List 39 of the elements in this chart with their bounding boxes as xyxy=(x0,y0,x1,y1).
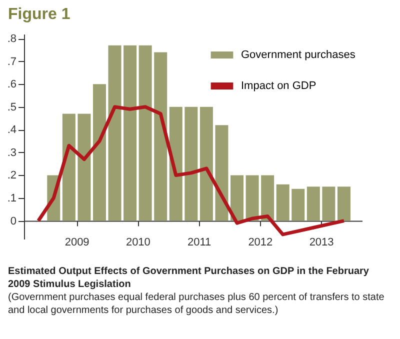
y-tick-label: .4 xyxy=(7,124,16,136)
y-tick-label: .5 xyxy=(7,101,16,114)
bar xyxy=(215,125,228,221)
bar xyxy=(261,175,274,221)
bar xyxy=(108,45,122,221)
x-tick-label: 2013 xyxy=(309,236,334,248)
x-tick-label: 2011 xyxy=(187,236,212,248)
line-series xyxy=(36,105,346,236)
y-tick-label: .1 xyxy=(7,192,16,204)
x-tick-label: 2010 xyxy=(126,236,150,248)
y-tick-label: .2 xyxy=(7,170,16,182)
text: (Government purchases equal federal purchases plus 60 percent of transfers to state and local governments for purchases of goods and services.) xyxy=(8,291,386,317)
bar xyxy=(154,52,168,221)
bar xyxy=(306,186,320,221)
bar xyxy=(78,114,91,221)
bar xyxy=(246,175,259,221)
bar xyxy=(292,188,305,221)
chart-title: Figure 1 xyxy=(8,6,72,24)
bar xyxy=(138,45,152,221)
bar xyxy=(124,45,137,221)
bar xyxy=(184,106,198,221)
legend-label: Government purchases xyxy=(241,49,356,61)
y-tick-label: .6 xyxy=(7,78,16,91)
y-tick-label: .8 xyxy=(7,33,16,46)
bar xyxy=(92,84,106,221)
y-tick-label: .7 xyxy=(7,56,16,68)
legend-label: Impact on GDP xyxy=(241,80,316,92)
bar xyxy=(276,184,290,221)
bar xyxy=(200,106,213,221)
x-tick-label: 2009 xyxy=(64,236,90,248)
x-tick-label: 2012 xyxy=(248,236,273,248)
text: Estimated Output Effects of Government Purchases on GDP in the February 2009 Stimulus Legislation xyxy=(8,265,370,291)
bar xyxy=(169,106,182,221)
bar xyxy=(62,114,76,221)
bar xyxy=(337,186,350,221)
bar xyxy=(230,175,244,221)
y-tick-label: 0 xyxy=(10,215,16,228)
bar xyxy=(322,186,336,221)
y-tick-label: .3 xyxy=(7,146,16,159)
